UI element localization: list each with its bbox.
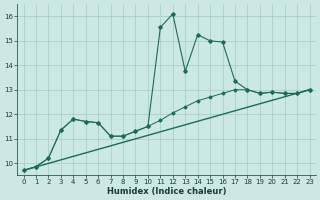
X-axis label: Humidex (Indice chaleur): Humidex (Indice chaleur) (107, 187, 226, 196)
